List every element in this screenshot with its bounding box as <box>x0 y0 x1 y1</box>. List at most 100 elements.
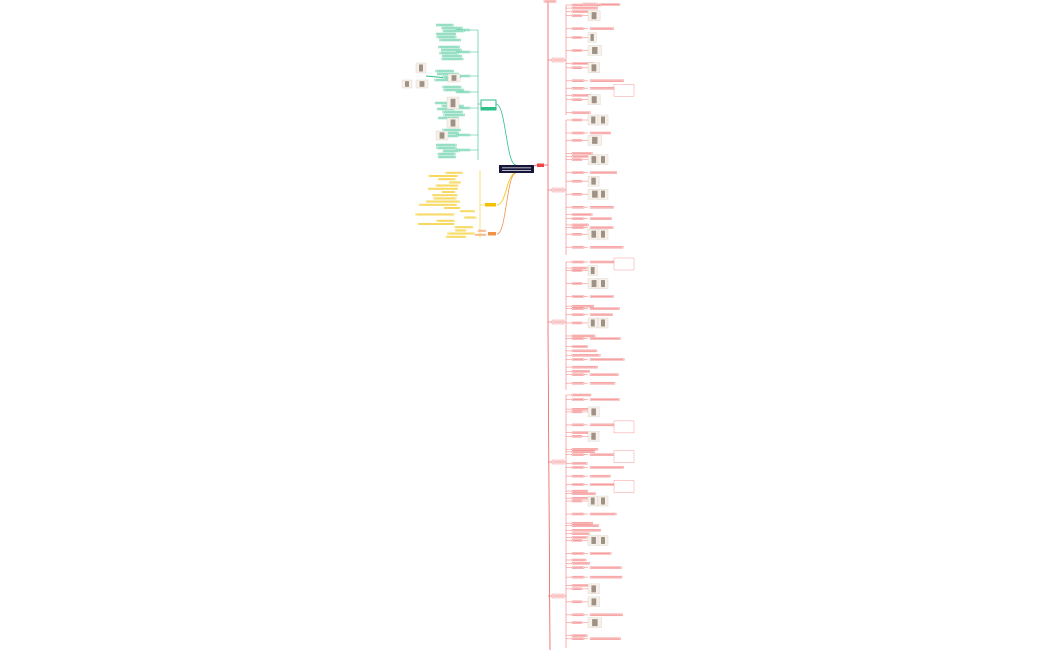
topic-node[interactable] <box>589 87 616 90</box>
topic-node[interactable] <box>571 49 583 52</box>
topic-node[interactable] <box>571 558 587 562</box>
topic-node[interactable] <box>599 3 621 6</box>
image-thumbnail[interactable] <box>587 495 598 507</box>
topic-node[interactable] <box>571 410 583 414</box>
topic-node[interactable] <box>571 345 588 348</box>
topic-node[interactable] <box>571 529 601 532</box>
topic-node[interactable] <box>571 233 583 236</box>
topic-node[interactable] <box>571 223 589 227</box>
detail-card[interactable] <box>613 420 635 434</box>
topic-node[interactable] <box>571 313 585 316</box>
topic-node[interactable] <box>589 453 615 456</box>
topic-node[interactable] <box>551 187 565 193</box>
topic-node[interactable] <box>571 217 585 220</box>
topic-node[interactable] <box>435 69 454 73</box>
topic-node[interactable] <box>571 539 583 542</box>
image-thumbnail[interactable] <box>587 175 600 187</box>
topic-node[interactable] <box>571 14 583 17</box>
topic-node[interactable] <box>589 423 618 427</box>
image-thumbnail[interactable] <box>446 96 460 110</box>
topic-node[interactable] <box>441 57 464 61</box>
topic-node[interactable] <box>571 98 583 101</box>
topic-node[interactable] <box>571 66 583 69</box>
topic-node[interactable] <box>442 110 463 114</box>
topic-node[interactable] <box>477 229 487 232</box>
topic-node[interactable] <box>438 45 460 49</box>
topic-node[interactable] <box>589 27 614 30</box>
topic-node[interactable] <box>571 492 596 495</box>
topic-node[interactable] <box>571 393 592 397</box>
image-thumbnail[interactable] <box>587 114 599 126</box>
topic-node[interactable] <box>443 88 465 92</box>
image-thumbnail[interactable] <box>587 317 598 329</box>
topic-node[interactable] <box>571 152 593 155</box>
image-thumbnail[interactable] <box>597 188 609 200</box>
topic-node[interactable] <box>571 587 583 591</box>
topic-node[interactable] <box>589 637 621 640</box>
topic-node[interactable] <box>571 637 585 640</box>
detail-card[interactable] <box>613 257 635 271</box>
image-thumbnail[interactable] <box>587 406 600 418</box>
image-thumbnail[interactable] <box>447 73 461 83</box>
image-thumbnail[interactable] <box>587 94 601 105</box>
topic-node[interactable] <box>571 435 583 438</box>
topic-node[interactable] <box>442 29 465 33</box>
topic-node[interactable] <box>571 552 585 555</box>
topic-node[interactable] <box>589 613 623 617</box>
topic-node[interactable] <box>589 566 622 569</box>
topic-node[interactable] <box>435 184 459 187</box>
topic-node[interactable] <box>571 304 594 308</box>
topic-node[interactable] <box>447 232 475 235</box>
topic-node[interactable] <box>571 321 583 325</box>
topic-node[interactable] <box>571 282 583 285</box>
topic-node[interactable] <box>474 233 487 236</box>
topic-node[interactable] <box>589 313 613 316</box>
topic-node[interactable] <box>551 593 565 599</box>
topic-node[interactable] <box>441 26 463 30</box>
topic-node[interactable] <box>571 295 585 298</box>
image-thumbnail[interactable] <box>415 79 429 89</box>
topic-node[interactable] <box>589 398 620 401</box>
topic-node[interactable] <box>571 373 585 376</box>
topic-node[interactable] <box>437 152 456 156</box>
topic-node[interactable] <box>589 466 624 469</box>
topic-node[interactable] <box>571 512 585 516</box>
image-thumbnail[interactable] <box>587 596 600 608</box>
topic-node[interactable] <box>571 334 596 338</box>
topic-node[interactable] <box>428 175 458 177</box>
topic-node[interactable] <box>442 85 462 89</box>
topic-node[interactable] <box>419 203 457 206</box>
topic-node[interactable] <box>415 213 455 216</box>
topic-node[interactable] <box>589 552 612 555</box>
topic-node[interactable] <box>433 197 457 200</box>
topic-node[interactable] <box>551 319 565 325</box>
image-thumbnail[interactable] <box>587 10 601 21</box>
topic-node[interactable] <box>571 27 585 30</box>
topic-node[interactable] <box>589 307 620 310</box>
topic-node[interactable] <box>464 216 477 219</box>
topic-node[interactable] <box>571 496 589 500</box>
topic-node[interactable] <box>571 139 583 142</box>
topic-node[interactable] <box>571 337 585 340</box>
topic-node[interactable] <box>571 354 601 357</box>
topic-node[interactable] <box>441 191 456 193</box>
topic-node[interactable] <box>551 459 565 465</box>
topic-node[interactable] <box>543 0 557 3</box>
topic-node[interactable] <box>589 337 621 340</box>
topic-node[interactable] <box>571 266 588 270</box>
image-thumbnail[interactable] <box>401 79 413 89</box>
topic-node[interactable] <box>571 6 598 10</box>
topic-node[interactable] <box>589 79 624 82</box>
topic-node[interactable] <box>571 483 585 486</box>
image-thumbnail[interactable] <box>435 130 449 141</box>
topic-node[interactable] <box>460 210 476 213</box>
topic-node[interactable] <box>436 219 455 222</box>
topic-node[interactable] <box>571 423 585 427</box>
image-thumbnail[interactable] <box>415 62 427 74</box>
topic-node[interactable] <box>589 295 614 298</box>
topic-node[interactable] <box>571 634 588 637</box>
topic-node[interactable] <box>589 226 614 229</box>
image-thumbnail[interactable] <box>587 45 602 56</box>
topic-node[interactable] <box>571 226 585 229</box>
central-topic[interactable] <box>499 165 534 173</box>
